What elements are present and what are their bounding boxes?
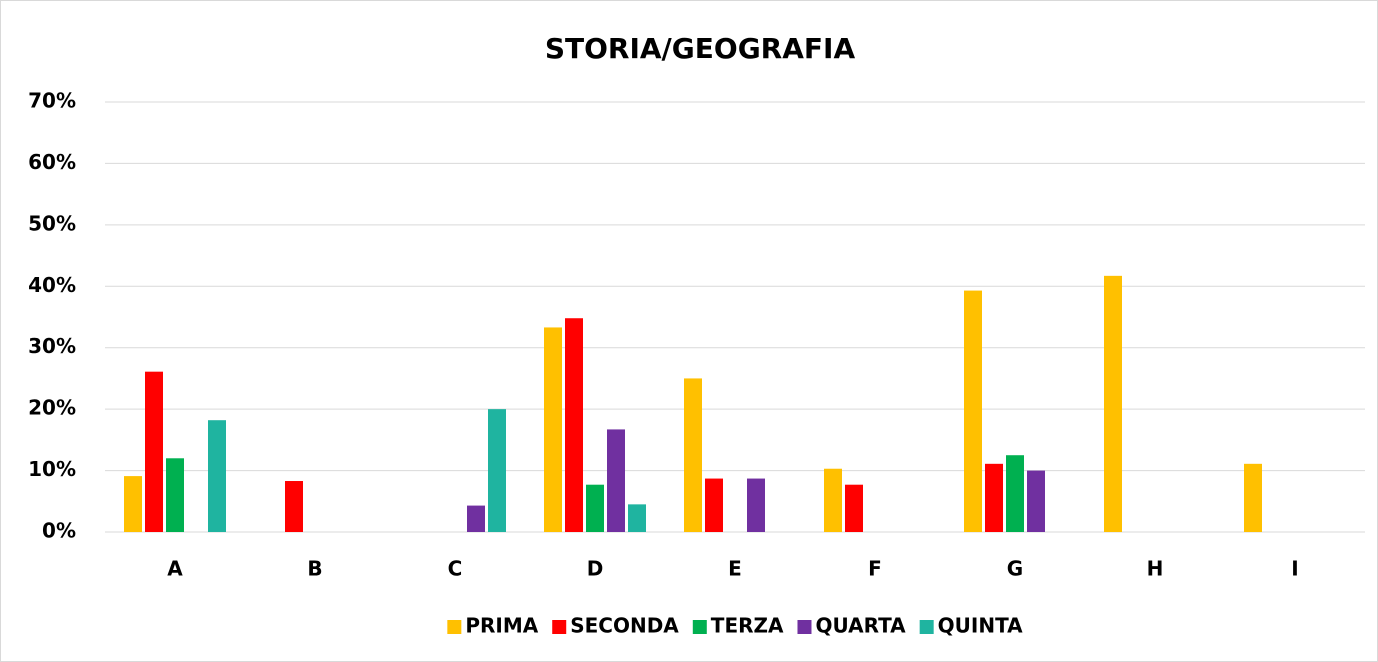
legend-label: QUINTA (938, 614, 1024, 638)
legend-swatch (447, 620, 462, 634)
bar (124, 476, 142, 532)
x-tick-label: A (167, 557, 183, 581)
bar (1027, 470, 1045, 532)
legend-swatch (919, 620, 934, 634)
bar (824, 468, 842, 532)
x-tick-label: F (868, 557, 882, 581)
y-tick-label: 10% (28, 457, 76, 481)
legend-label: SECONDA (570, 614, 679, 638)
legend-swatch (552, 620, 567, 634)
bar (488, 409, 506, 532)
y-tick-label: 0% (42, 519, 76, 543)
bar (208, 420, 226, 532)
bar (747, 478, 765, 532)
bar (1006, 455, 1024, 532)
bar (285, 481, 303, 532)
x-tick-label: H (1147, 557, 1164, 581)
legend-swatch (692, 620, 707, 634)
bar (145, 371, 163, 532)
y-tick-label: 50% (28, 211, 76, 235)
y-tick-label: 20% (28, 396, 76, 420)
x-tick-label: D (587, 557, 604, 581)
bar (985, 463, 1003, 532)
x-tick-label: B (307, 557, 322, 581)
legend-label: TERZA (711, 614, 784, 638)
y-tick-label: 60% (28, 150, 76, 174)
legend-label: PRIMA (465, 614, 538, 638)
bar (684, 378, 702, 532)
bar (166, 458, 184, 532)
y-tick-label: 70% (28, 89, 76, 113)
x-tick-label: G (1007, 557, 1023, 581)
bar (1104, 275, 1122, 532)
bar (628, 504, 646, 532)
chart-title: STORIA/GEOGRAFIA (545, 32, 856, 65)
bar (586, 484, 604, 532)
x-tick-label: I (1291, 557, 1298, 581)
bar (607, 429, 625, 532)
x-tick-label: C (448, 557, 463, 581)
bar (467, 505, 485, 532)
bar (544, 327, 562, 532)
bar (964, 290, 982, 532)
x-tick-label: E (728, 557, 742, 581)
bar (705, 478, 723, 532)
legend-label: QUARTA (815, 614, 906, 638)
bar (565, 318, 583, 532)
bar (1244, 463, 1262, 532)
y-tick-label: 30% (28, 334, 76, 358)
legend-swatch (797, 620, 812, 634)
y-tick-label: 40% (28, 273, 76, 297)
bar (845, 484, 863, 532)
